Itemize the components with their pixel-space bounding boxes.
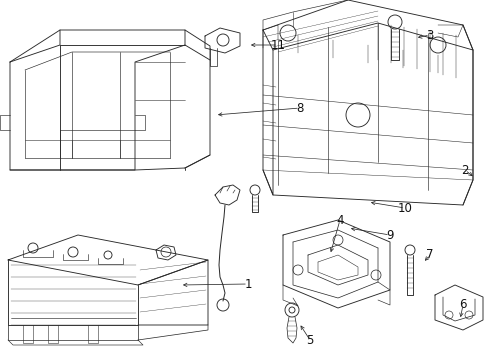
Text: 1: 1 xyxy=(244,278,252,291)
Text: 3: 3 xyxy=(426,28,434,41)
Text: 6: 6 xyxy=(459,298,467,311)
Text: 2: 2 xyxy=(461,163,469,176)
Text: 9: 9 xyxy=(386,229,394,242)
Text: 5: 5 xyxy=(306,333,314,346)
Text: 4: 4 xyxy=(336,213,344,226)
Text: 7: 7 xyxy=(426,248,434,261)
Text: 11: 11 xyxy=(270,39,286,51)
Text: 10: 10 xyxy=(397,202,413,215)
Text: 8: 8 xyxy=(296,102,304,114)
